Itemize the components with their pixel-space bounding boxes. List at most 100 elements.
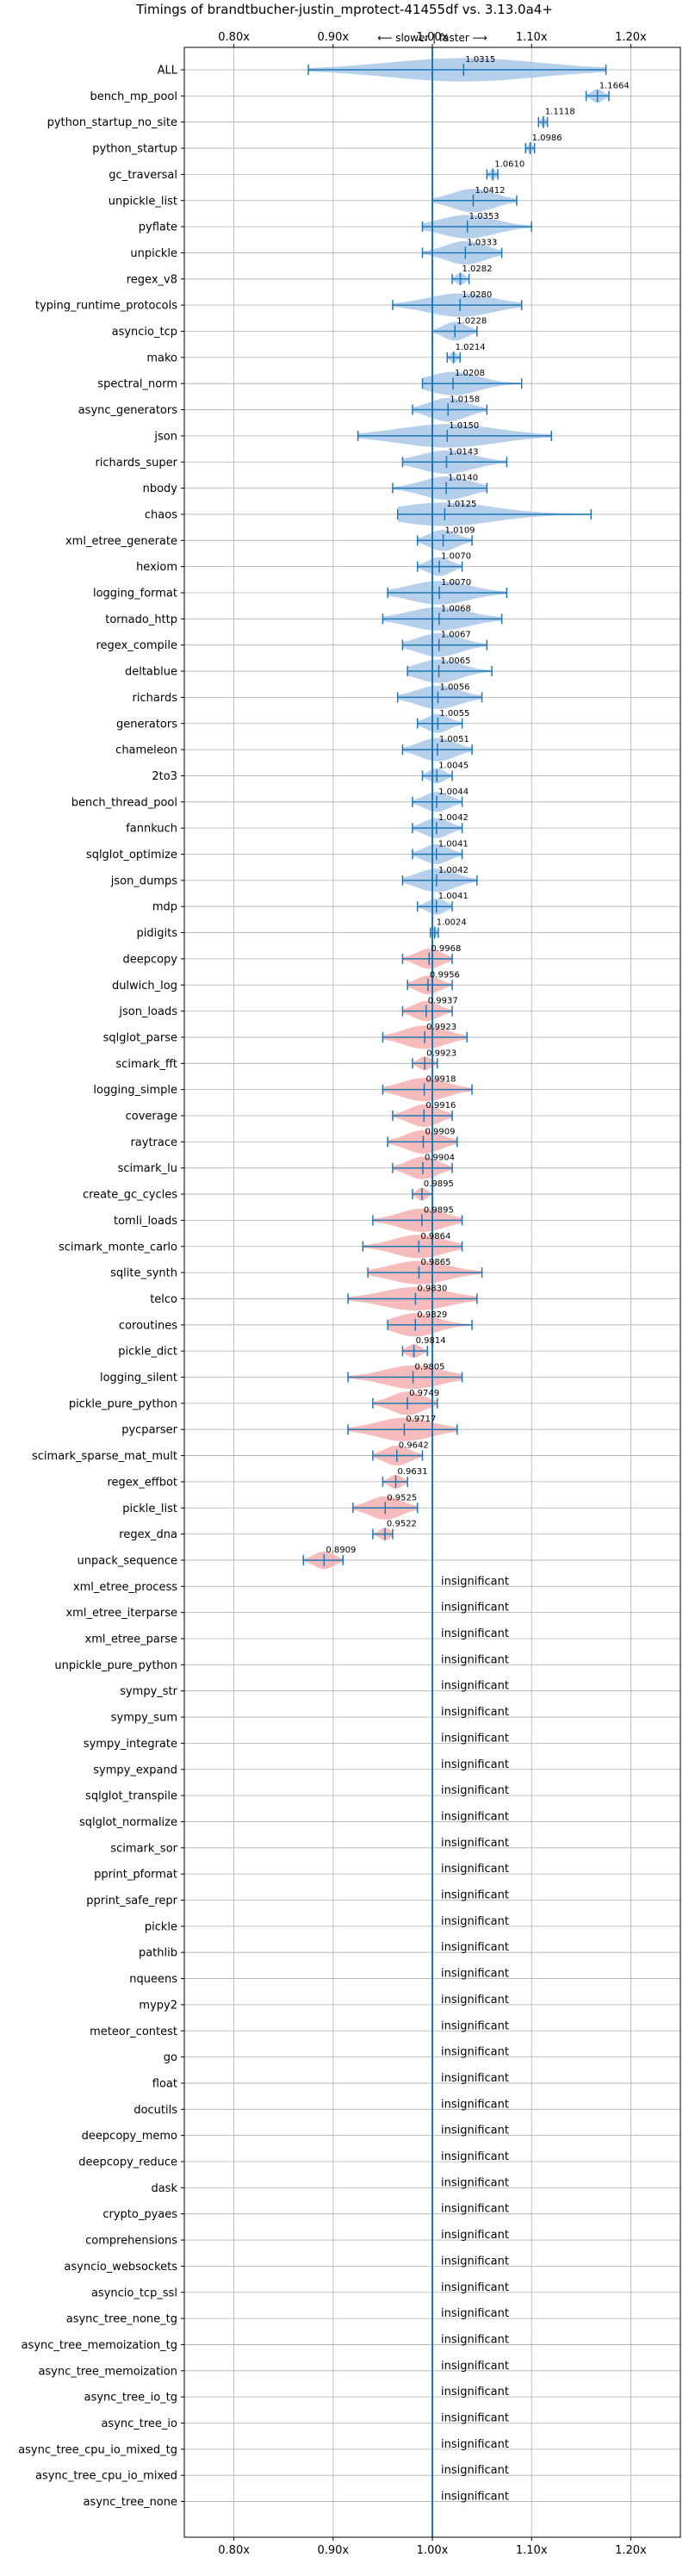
insignificant-label: insignificant xyxy=(441,2046,509,2059)
benchmark-label: async_tree_cpu_io_mixed xyxy=(35,2470,177,2483)
benchmark-label: create_gc_cycles xyxy=(83,1189,177,1202)
insignificant-label: insignificant xyxy=(441,2307,509,2320)
x-tick-label-top: 1.10x xyxy=(516,31,548,44)
insignificant-label: insignificant xyxy=(441,1994,509,2007)
benchmark-label: xml_etree_generate xyxy=(65,535,177,548)
benchmark-label: richards xyxy=(133,692,178,705)
insignificant-label: insignificant xyxy=(441,2464,509,2477)
value-label: 0.9525 xyxy=(387,1493,417,1503)
benchmark-label: crypto_pyaes xyxy=(102,2208,177,2221)
insignificant-label: insignificant xyxy=(441,2098,509,2111)
benchmark-label: ALL xyxy=(158,65,178,78)
insignificant-label: insignificant xyxy=(441,1889,509,1902)
insignificant-label: insignificant xyxy=(441,1863,509,1876)
insignificant-label: insignificant xyxy=(441,2150,509,2163)
benchmark-label: dask xyxy=(151,2182,177,2195)
value-label: 1.0333 xyxy=(467,238,497,247)
insignificant-label: insignificant xyxy=(441,1602,509,1615)
benchmark-label: sqlglot_transpile xyxy=(85,1790,177,1803)
value-label: 1.0070 xyxy=(441,578,471,588)
marks-layer xyxy=(302,47,610,2537)
benchmark-label: typing_runtime_protocols xyxy=(35,300,177,313)
value-label: 0.9749 xyxy=(409,1389,439,1398)
value-label: 1.0056 xyxy=(439,682,469,692)
benchmark-label: logging_simple xyxy=(93,1084,177,1097)
insignificant-label: insignificant xyxy=(441,2412,509,2425)
value-label: 0.8909 xyxy=(326,1546,356,1555)
benchmark-label: pickle xyxy=(145,1920,177,1933)
benchmark-label: asyncio_websockets xyxy=(64,2261,177,2274)
benchmark-label: docutils xyxy=(133,2104,177,2117)
benchmark-label: pathlib xyxy=(139,1947,177,1960)
value-label: 1.0055 xyxy=(439,709,469,719)
insignificant-label: insignificant xyxy=(441,2229,509,2242)
benchmark-label: python_startup xyxy=(92,143,177,156)
benchmark-label: unpickle xyxy=(130,247,177,260)
benchmark-label: scimark_monte_carlo xyxy=(59,1241,177,1254)
value-label: 0.9918 xyxy=(426,1075,456,1085)
x-tick-label-bottom: 1.00x xyxy=(417,2544,449,2557)
insignificant-label: insignificant xyxy=(441,2019,509,2032)
benchmark-label: deltablue xyxy=(125,666,177,679)
value-label: 1.0024 xyxy=(437,918,467,928)
benchmark-label: regex_effbot xyxy=(107,1476,177,1489)
insignificant-label: insignificant xyxy=(441,2281,509,2294)
benchmark-label: nqueens xyxy=(129,1973,177,1986)
value-label: 0.9937 xyxy=(428,997,458,1006)
benchmark-label: float xyxy=(152,2077,177,2090)
value-label: 1.0042 xyxy=(438,866,469,875)
benchmark-label: deepcopy_memo xyxy=(82,2130,177,2143)
benchmark-label: generators xyxy=(116,718,177,731)
benchmark-label: sympy_expand xyxy=(93,1764,177,1776)
benchmark-label: scimark_sor xyxy=(110,1842,177,1855)
direction-annotation: ⟵ slower | faster ⟶ xyxy=(377,32,487,44)
benchmark-label: sqlglot_optimize xyxy=(86,849,177,862)
insignificant-label: insignificant xyxy=(441,1758,509,1771)
benchmark-label: unpickle_pure_python xyxy=(54,1659,177,1672)
insignificant-label: insignificant xyxy=(441,1941,509,1954)
insignificant-label: insignificant xyxy=(441,2360,509,2373)
x-tick-label-top: 0.90x xyxy=(317,31,349,44)
chart-title: Timings of brandtbucher-justin_mprotect-… xyxy=(135,2,553,18)
insignificant-label: insignificant xyxy=(441,2491,509,2504)
value-label: 1.0067 xyxy=(441,631,471,640)
benchmark-label: asyncio_tcp_ssl xyxy=(91,2287,177,2299)
benchmark-label: async_tree_memoization xyxy=(38,2365,177,2378)
value-label: 1.0214 xyxy=(456,343,486,352)
benchmark-label: scimark_sparse_mat_mult xyxy=(32,1450,177,1463)
insignificant-label: insignificant xyxy=(441,1915,509,1928)
benchmark-label: json_loads xyxy=(118,1005,177,1018)
value-label: 1.0125 xyxy=(446,500,476,509)
benchmark-label: go xyxy=(164,2051,177,2064)
value-label: 1.0353 xyxy=(469,212,500,221)
value-label: 1.0208 xyxy=(455,369,485,378)
benchmark-label: logging_format xyxy=(93,588,177,600)
benchmark-label: hexiom xyxy=(136,561,177,574)
benchmark-label: regex_v8 xyxy=(127,273,177,286)
benchmark-label: comprehensions xyxy=(85,2235,177,2248)
benchmark-label: chameleon xyxy=(115,744,177,757)
benchmark-label: xml_etree_process xyxy=(73,1581,177,1594)
benchmark-label: unpickle_list xyxy=(109,195,177,208)
benchmark-label: pycparser xyxy=(121,1424,177,1437)
value-label: 0.9814 xyxy=(416,1336,446,1346)
benchmark-label: nbody xyxy=(143,482,178,495)
benchmark-label: telco xyxy=(150,1293,177,1306)
value-label: 1.0140 xyxy=(448,474,478,483)
benchmark-label: json xyxy=(153,430,177,443)
value-label: 0.9631 xyxy=(397,1467,427,1477)
value-label: 1.0051 xyxy=(439,735,469,744)
benchmark-label: pyflate xyxy=(139,221,177,234)
value-label: 1.0315 xyxy=(465,55,495,65)
insignificant-label: insignificant xyxy=(441,2203,509,2216)
value-label: 0.9717 xyxy=(406,1415,436,1424)
benchmark-label: richards_super xyxy=(95,457,177,470)
benchmark-label: scimark_lu xyxy=(118,1162,177,1175)
value-label: 0.9829 xyxy=(417,1310,447,1320)
value-label: 1.0610 xyxy=(494,159,525,169)
benchmark-label: tornado_http xyxy=(105,613,177,626)
value-label: 0.9522 xyxy=(387,1520,417,1529)
benchmark-label: logging_silent xyxy=(100,1372,177,1384)
value-label: 0.9865 xyxy=(420,1258,450,1267)
value-label: 1.0045 xyxy=(438,761,469,770)
